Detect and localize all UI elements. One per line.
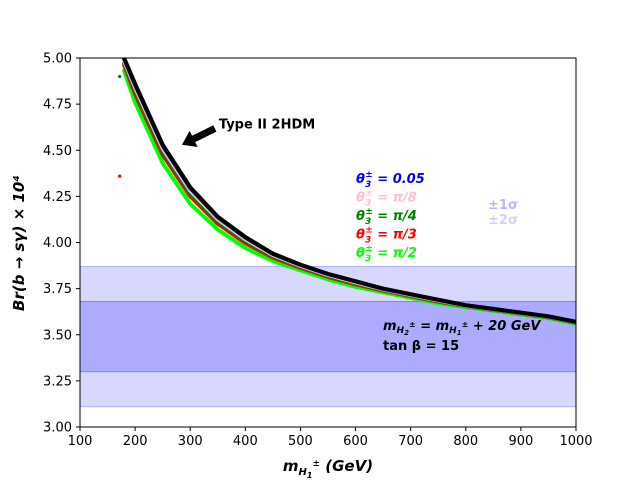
annotation-arrow	[182, 125, 217, 147]
x-tick-label: 700	[398, 434, 423, 449]
x-tick-label: 900	[508, 434, 533, 449]
mass-relation-lhs-sup: ±	[409, 320, 416, 329]
y-axis-label: Br(b → sγ) × 10⁴	[10, 175, 28, 311]
outlier-point-1	[118, 174, 122, 178]
outlier-point-0	[118, 74, 122, 79]
band-label: ±2σ	[488, 213, 518, 228]
curves	[122, 58, 576, 326]
legend-value: = π/8	[373, 191, 417, 206]
x-axis-label-subsub: 1	[307, 471, 313, 480]
x-tick-label: 600	[343, 434, 368, 449]
legend-value: = π/4	[373, 209, 417, 224]
curve-type-ii-2hdm	[122, 58, 576, 324]
band-labels: ±1σ±2σ	[488, 198, 518, 228]
y-tick-label: 4.50	[43, 144, 72, 159]
x-tick-label: 400	[233, 434, 258, 449]
legend-entry: θ3± = π/8	[356, 189, 417, 209]
legend-value: = π/2	[373, 246, 417, 261]
y-tick-label: 5.00	[43, 52, 72, 67]
x-tick-label: 500	[288, 434, 313, 449]
y-tick-label: 3.00	[43, 421, 72, 436]
legend-theta: θ	[356, 228, 365, 243]
legend-sup: ±	[365, 189, 373, 199]
x-tick-label: 200	[123, 434, 148, 449]
annotation-text: Type II 2HDM	[219, 117, 315, 132]
y-tick-label: 4.25	[43, 190, 72, 205]
band-1sigma	[79, 301, 577, 373]
mass-relation-lhs: m	[383, 319, 397, 334]
x-tick-label: 300	[178, 434, 203, 449]
legend-entry: θ3± = 0.05	[356, 170, 425, 190]
legend-theta: θ	[356, 209, 365, 224]
mass-relation-tail: + 20 GeV	[468, 319, 541, 334]
legend-entry: θ3± = π/3	[356, 226, 417, 246]
x-axis-label-sup: ±	[313, 459, 321, 469]
annotation: Type II 2HDM	[182, 117, 315, 147]
legend-sub: 3	[365, 217, 371, 227]
legend-entry: θ3± = π/4	[356, 207, 417, 227]
mass-relation-rhs-sub: H	[449, 326, 457, 336]
y-axis-ticks: 3.00 3.25 3.50 3.75 4.00 4.25 4.50 4.75 5.00	[43, 52, 80, 436]
legend-theta: θ	[356, 246, 365, 261]
y-tick-label: 3.25	[43, 374, 72, 389]
legend-sup: ±	[365, 244, 373, 254]
x-axis-label-unit: (GeV)	[320, 457, 373, 475]
legend-value: = 0.05	[373, 172, 425, 187]
x-tick-label: 1000	[559, 434, 592, 449]
mass-relation-eq: = m	[416, 319, 450, 334]
legend-sub: 3	[365, 180, 371, 190]
sigma-bands	[79, 265, 577, 408]
outlier-points	[118, 74, 122, 178]
legend-value: = π/3	[373, 228, 417, 243]
x-tick-label: 100	[68, 434, 93, 449]
x-tick-label: 800	[453, 434, 478, 449]
legend-entry: θ3± = π/2	[356, 244, 417, 264]
x-axis-ticks: 100 200 300 400 500 600 700 800 900 1000	[68, 427, 593, 449]
mass-relation-rhs-sup: ±	[462, 320, 469, 329]
legend-sub: 3	[365, 199, 371, 209]
band-label: ±1σ	[488, 198, 518, 213]
legend-sub: 3	[365, 254, 371, 264]
y-tick-label: 3.75	[43, 282, 72, 297]
x-axis-label-sub: H	[299, 467, 308, 478]
mass-relation-lhs-sub: H	[397, 326, 405, 336]
mass-relation: mH2± = mH1± + 20 GeV	[383, 319, 541, 337]
y-tick-label: 3.50	[43, 328, 72, 343]
x-axis-label-main: m	[283, 457, 299, 475]
legend-sub: 3	[365, 236, 371, 246]
mass-relation-rhs-subsub: 1	[457, 329, 462, 337]
y-tick-label: 4.00	[43, 236, 72, 251]
legend-theta: θ	[356, 191, 365, 206]
legend-sup: ±	[365, 207, 373, 217]
tan-beta: tan β = 15	[383, 339, 459, 354]
legend-sup: ±	[365, 170, 373, 180]
x-axis-label: mH1± (GeV)	[283, 457, 373, 480]
y-tick-label: 4.75	[43, 98, 72, 113]
legend-sup: ±	[365, 226, 373, 236]
legend-theta: θ	[356, 172, 365, 187]
mass-relation-lhs-subsub: 2	[404, 329, 409, 337]
